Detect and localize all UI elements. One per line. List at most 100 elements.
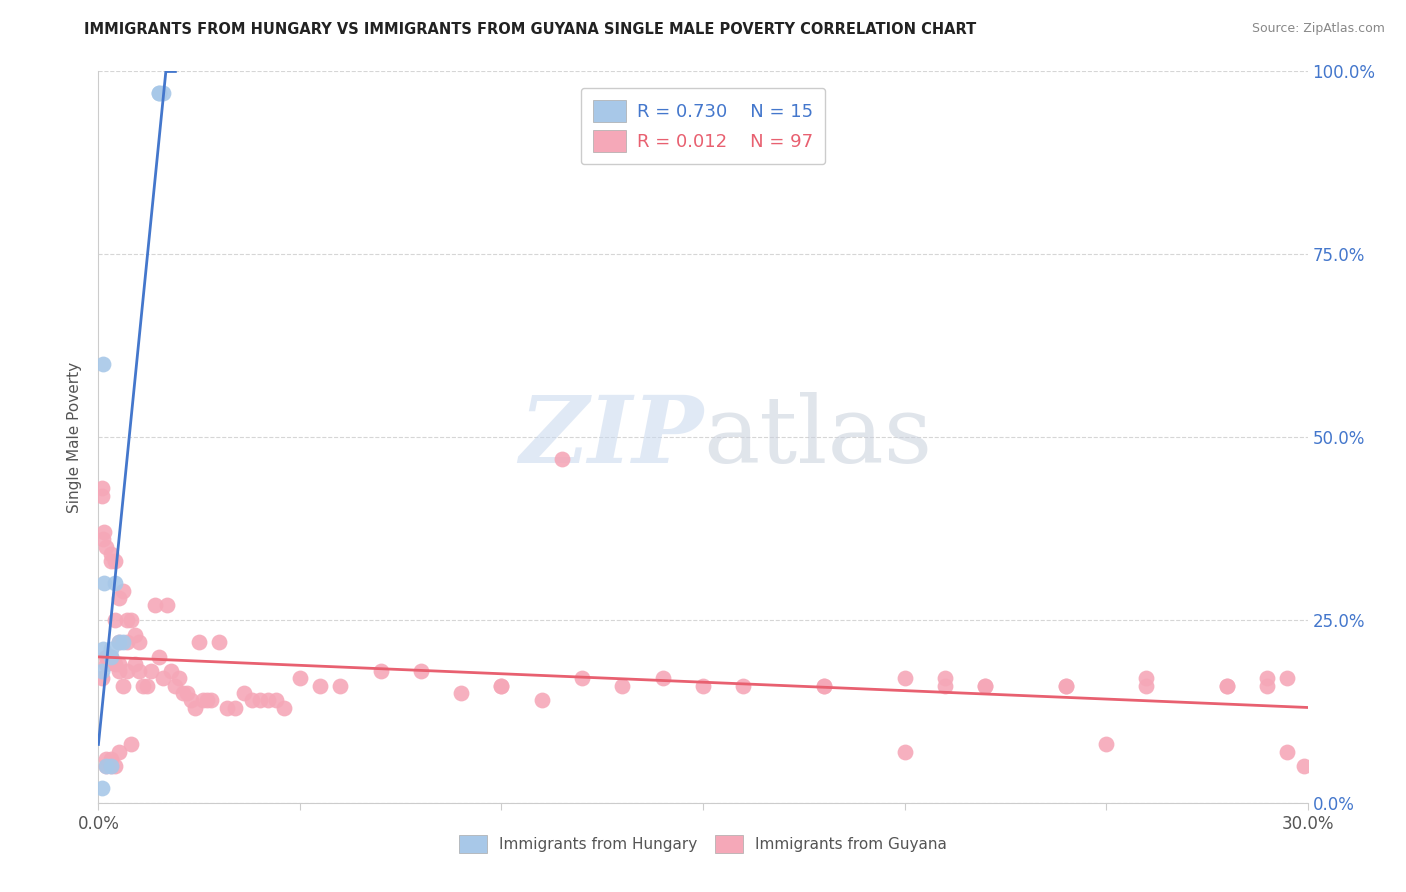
- Point: [124, 657, 146, 671]
- Point: [100, 554, 122, 568]
- Point: [692, 679, 714, 693]
- Point: [491, 679, 513, 693]
- Point: [893, 745, 915, 759]
- Point: [184, 700, 207, 714]
- Text: Source: ZipAtlas.com: Source: ZipAtlas.com: [1251, 22, 1385, 36]
- Y-axis label: Single Male Poverty: Single Male Poverty: [67, 361, 83, 513]
- Point: [128, 635, 150, 649]
- Point: [103, 576, 125, 591]
- Point: [103, 554, 125, 568]
- Point: [329, 679, 352, 693]
- Point: [1135, 672, 1157, 686]
- Point: [1292, 759, 1315, 773]
- Point: [103, 613, 125, 627]
- Point: [115, 664, 138, 678]
- Point: [409, 664, 432, 678]
- Point: [107, 657, 129, 671]
- Point: [1216, 679, 1239, 693]
- Point: [232, 686, 254, 700]
- Point: [893, 672, 915, 686]
- Point: [100, 649, 122, 664]
- Point: [934, 679, 956, 693]
- Point: [120, 613, 142, 627]
- Point: [288, 672, 311, 686]
- Point: [128, 664, 150, 678]
- Point: [91, 481, 114, 495]
- Point: [208, 635, 231, 649]
- Point: [91, 533, 114, 547]
- Point: [143, 599, 166, 613]
- Point: [1256, 672, 1278, 686]
- Point: [91, 357, 114, 371]
- Point: [111, 583, 134, 598]
- Point: [139, 664, 162, 678]
- Point: [1256, 679, 1278, 693]
- Point: [1054, 679, 1077, 693]
- Point: [100, 649, 122, 664]
- Point: [1216, 679, 1239, 693]
- Point: [195, 693, 218, 707]
- Point: [124, 627, 146, 641]
- Point: [111, 679, 134, 693]
- Point: [107, 664, 129, 678]
- Text: IMMIGRANTS FROM HUNGARY VS IMMIGRANTS FROM GUYANA SINGLE MALE POVERTY CORRELATIO: IMMIGRANTS FROM HUNGARY VS IMMIGRANTS FR…: [84, 22, 977, 37]
- Point: [91, 642, 114, 657]
- Point: [733, 679, 755, 693]
- Point: [1135, 679, 1157, 693]
- Point: [100, 547, 122, 561]
- Point: [491, 679, 513, 693]
- Point: [115, 635, 138, 649]
- Point: [96, 759, 118, 773]
- Point: [612, 679, 634, 693]
- Point: [249, 693, 271, 707]
- Point: [100, 759, 122, 773]
- Point: [93, 525, 115, 540]
- Point: [93, 576, 115, 591]
- Point: [530, 693, 553, 707]
- Point: [90, 781, 112, 796]
- Point: [224, 700, 246, 714]
- Point: [160, 664, 183, 678]
- Point: [103, 759, 125, 773]
- Point: [111, 635, 134, 649]
- Point: [100, 752, 122, 766]
- Point: [309, 679, 332, 693]
- Point: [96, 657, 118, 671]
- Point: [115, 613, 138, 627]
- Point: [264, 693, 287, 707]
- Point: [651, 672, 673, 686]
- Point: [96, 759, 118, 773]
- Point: [120, 737, 142, 751]
- Point: [96, 540, 118, 554]
- Point: [273, 700, 295, 714]
- Point: [974, 679, 997, 693]
- Point: [176, 686, 198, 700]
- Point: [200, 693, 222, 707]
- Point: [1277, 745, 1299, 759]
- Point: [163, 679, 186, 693]
- Point: [107, 635, 129, 649]
- Point: [193, 693, 215, 707]
- Point: [148, 87, 170, 101]
- Point: [1054, 679, 1077, 693]
- Point: [96, 752, 118, 766]
- Point: [91, 672, 114, 686]
- Point: [107, 635, 129, 649]
- Point: [156, 599, 179, 613]
- Text: ZIP: ZIP: [519, 392, 703, 482]
- Point: [974, 679, 997, 693]
- Point: [813, 679, 835, 693]
- Point: [100, 759, 122, 773]
- Point: [172, 686, 194, 700]
- Point: [152, 672, 174, 686]
- Point: [148, 649, 170, 664]
- Point: [107, 745, 129, 759]
- Point: [152, 87, 174, 101]
- Point: [571, 672, 593, 686]
- Text: atlas: atlas: [703, 392, 932, 482]
- Point: [551, 452, 574, 467]
- Point: [256, 693, 278, 707]
- Point: [91, 489, 114, 503]
- Point: [107, 591, 129, 605]
- Point: [240, 693, 263, 707]
